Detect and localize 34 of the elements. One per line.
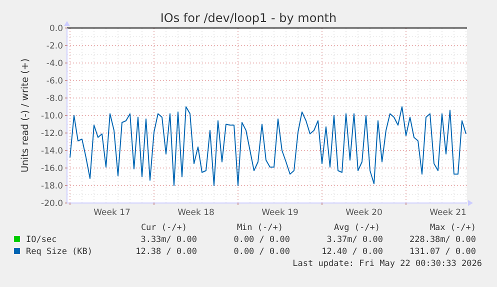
- line-series: [70, 106, 466, 186]
- text: 3.37m/ 0.00: [326, 235, 383, 245]
- x-tick-label: Week 17: [94, 208, 130, 218]
- chart-title: IOs for /dev/loop1 - by month: [160, 11, 337, 25]
- y-tick-label: -12.0: [41, 129, 63, 139]
- x-tick-label: Week 20: [346, 208, 382, 218]
- y-tick-label: -18.0: [41, 182, 63, 192]
- text: 12.40 / 0.00: [322, 247, 383, 257]
- text: 131.07 / 0.00: [409, 247, 476, 257]
- y-tick-label: -16.0: [41, 164, 63, 174]
- y-tick-label: -10.0: [41, 112, 63, 122]
- y-tick-label: -20.0: [41, 199, 63, 209]
- text: Avg (-/+): [334, 223, 380, 233]
- y-tick-label: -4.0: [46, 59, 63, 69]
- text: 12.38 / 0.00: [136, 247, 197, 257]
- y-tick-label: 0.0: [49, 24, 63, 34]
- y-tick-label: -14.0: [41, 146, 63, 156]
- text: Max (-/+): [430, 223, 476, 233]
- x-tick-label: Week 21: [430, 208, 466, 218]
- y-tick-label: -2.0: [46, 42, 63, 52]
- text: Cur (-/+): [140, 223, 187, 233]
- text: 0.00 / 0.00: [234, 247, 290, 257]
- text: 0.00 / 0.00: [234, 235, 290, 245]
- legend-label: IO/sec: [26, 235, 57, 245]
- y-tick-label: -6.0: [46, 76, 63, 86]
- y-tick-label: -8.0: [46, 94, 63, 104]
- text: 3.33m/ 0.00: [140, 235, 197, 245]
- x-tick-label: Week 18: [178, 208, 214, 218]
- y-axis-title: Units read (-) / write (+): [20, 58, 31, 173]
- text: 228.38m/ 0.00: [409, 235, 476, 245]
- text: Min (-/+): [236, 223, 283, 233]
- legend-label: Req Size (KB): [26, 247, 93, 257]
- x-tick-label: Week 19: [262, 208, 298, 218]
- text: Last update: Fri May 22 00:30:33 2026: [292, 259, 482, 269]
